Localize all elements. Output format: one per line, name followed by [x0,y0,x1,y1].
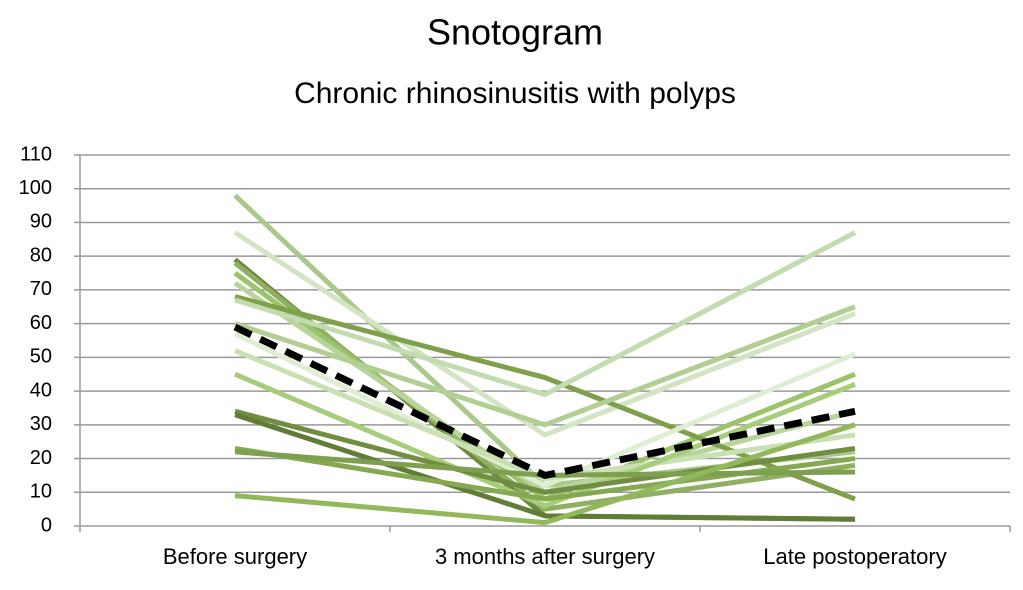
series-line [233,230,856,438]
y-tick-label: 90 [30,211,52,233]
series-line [233,260,856,512]
series-line [234,412,856,522]
series-line [233,323,856,479]
series-line [234,371,856,509]
y-tick-label: 40 [30,379,52,401]
y-tick-label: 0 [41,514,52,536]
x-tick-label: Late postoperatory [763,544,946,569]
series-line [233,331,856,489]
y-tick-label: 60 [30,312,52,334]
chart-title: Snotogram [427,12,603,53]
y-tick-label: 50 [30,346,52,368]
y-tick-label: 20 [30,447,52,469]
series-line [234,408,856,495]
y-tick-label: 30 [30,413,52,435]
chart-subtitle: Chronic rhinosinusitis with polyps [294,77,736,110]
series-line [234,304,856,428]
y-tick-label: 100 [19,177,52,199]
x-tick-label: Before surgery [163,544,307,569]
y-tick-label: 110 [20,143,52,165]
series-line [234,422,856,526]
y-tick-label: 10 [30,481,52,503]
series-line [234,230,857,397]
x-tick-label: 3 months after surgery [435,544,655,569]
y-tick-label: 70 [30,278,52,300]
y-tick-label: 80 [30,244,52,266]
